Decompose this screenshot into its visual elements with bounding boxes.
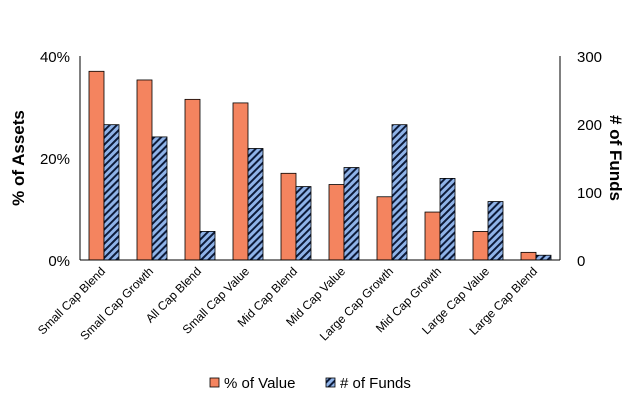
bar-pct-value <box>184 98 201 261</box>
bar-num-funds <box>151 136 168 261</box>
left-axis-title: % of Assets <box>9 110 28 206</box>
legend-swatch-value <box>209 377 220 388</box>
right-tick-label: 200 <box>577 117 602 134</box>
bar-pct-value <box>232 102 249 261</box>
bar-num-funds <box>439 177 456 261</box>
bar-num-funds <box>343 167 360 261</box>
bar-num-funds <box>103 124 120 261</box>
legend-label-value: % of Value <box>224 375 295 392</box>
right-axis-title: # of Funds <box>606 115 625 201</box>
bar-pct-value <box>472 231 489 261</box>
left-axis-ticks: 0% 20% 40% <box>40 49 70 270</box>
bar-num-funds <box>487 201 504 261</box>
right-tick-label: 0 <box>577 253 585 270</box>
bar-num-funds <box>535 254 552 261</box>
bar-pct-value <box>424 211 441 261</box>
bar-pct-value <box>376 196 393 261</box>
bar-num-funds <box>199 231 216 261</box>
bar-pct-value <box>136 79 153 261</box>
bars <box>88 70 552 261</box>
left-tick-label: 40% <box>40 49 70 66</box>
right-tick-label: 300 <box>577 49 602 66</box>
bar-num-funds <box>295 186 312 261</box>
right-axis-ticks: 0 100 200 300 <box>577 49 602 270</box>
bar-pct-value <box>520 251 537 261</box>
legend-swatch-funds <box>325 377 336 388</box>
bar-pct-value <box>88 70 105 261</box>
bar-num-funds <box>391 124 408 261</box>
right-tick-label: 100 <box>577 185 602 202</box>
bar-num-funds <box>247 148 264 261</box>
legend-label-funds: # of Funds <box>340 375 411 392</box>
left-tick-label: 0% <box>48 253 70 270</box>
bar-pct-value <box>328 184 345 261</box>
bar-pct-value <box>280 172 297 261</box>
left-tick-label: 20% <box>40 151 70 168</box>
legend: % of Value # of Funds <box>209 375 411 392</box>
